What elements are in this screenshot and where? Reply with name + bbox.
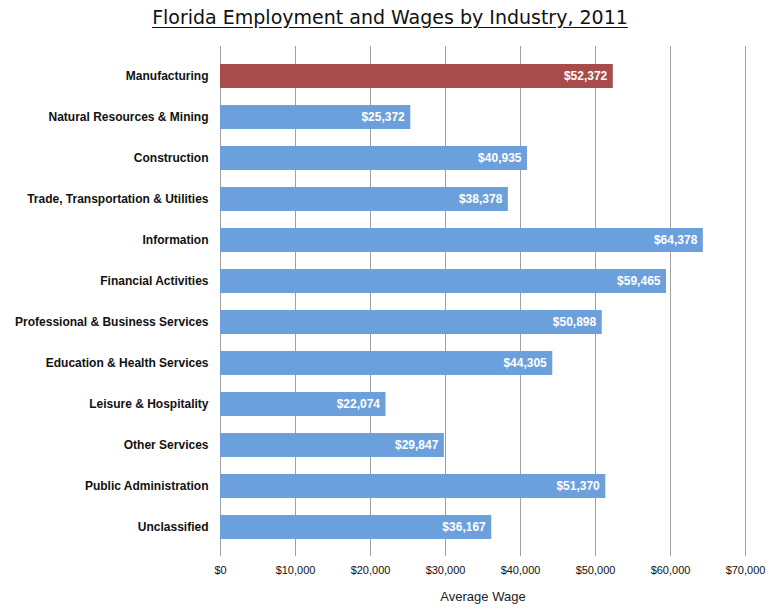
svg-text:$40,935: $40,935 [478,151,522,165]
svg-text:$44,305: $44,305 [503,356,547,370]
svg-text:$20,000: $20,000 [351,564,391,576]
svg-text:$59,465: $59,465 [617,274,661,288]
svg-text:Unclassified: Unclassified [138,520,209,534]
svg-text:$29,847: $29,847 [395,438,439,452]
svg-text:$64,378: $64,378 [654,233,698,247]
svg-text:$30,000: $30,000 [426,564,466,576]
svg-text:$36,167: $36,167 [442,520,486,534]
svg-text:$22,074: $22,074 [337,397,381,411]
svg-text:$10,000: $10,000 [276,564,316,576]
svg-text:$60,000: $60,000 [651,564,691,576]
svg-text:Manufacturing: Manufacturing [126,69,209,83]
svg-text:Public Administration: Public Administration [85,479,209,493]
svg-text:Leisure & Hospitality: Leisure & Hospitality [89,397,209,411]
svg-text:Information: Information [143,233,209,247]
svg-text:$40,000: $40,000 [501,564,541,576]
svg-text:$51,370: $51,370 [556,479,600,493]
svg-text:Other Services: Other Services [124,438,209,452]
svg-text:$38,378: $38,378 [459,192,503,206]
svg-text:Professional & Business Servic: Professional & Business Services [15,315,209,329]
svg-text:$0: $0 [214,564,226,576]
svg-text:Education & Health Services: Education & Health Services [46,356,209,370]
svg-text:Natural Resources & Mining: Natural Resources & Mining [48,110,208,124]
svg-text:$50,000: $50,000 [576,564,616,576]
svg-text:Trade, Transportation & Utilit: Trade, Transportation & Utilities [27,192,209,206]
svg-text:$70,000: $70,000 [726,564,766,576]
html-text:Florida Employment and Wages b: Florida Employment and Wages by Industry… [152,6,628,28]
svg-text:Average Wage: Average Wage [440,589,525,604]
svg-text:$25,372: $25,372 [361,110,405,124]
svg-text:Financial Activities: Financial Activities [100,274,209,288]
svg-text:Construction: Construction [134,151,209,165]
svg-text:$50,898: $50,898 [553,315,597,329]
svg-text:$52,372: $52,372 [564,69,608,83]
